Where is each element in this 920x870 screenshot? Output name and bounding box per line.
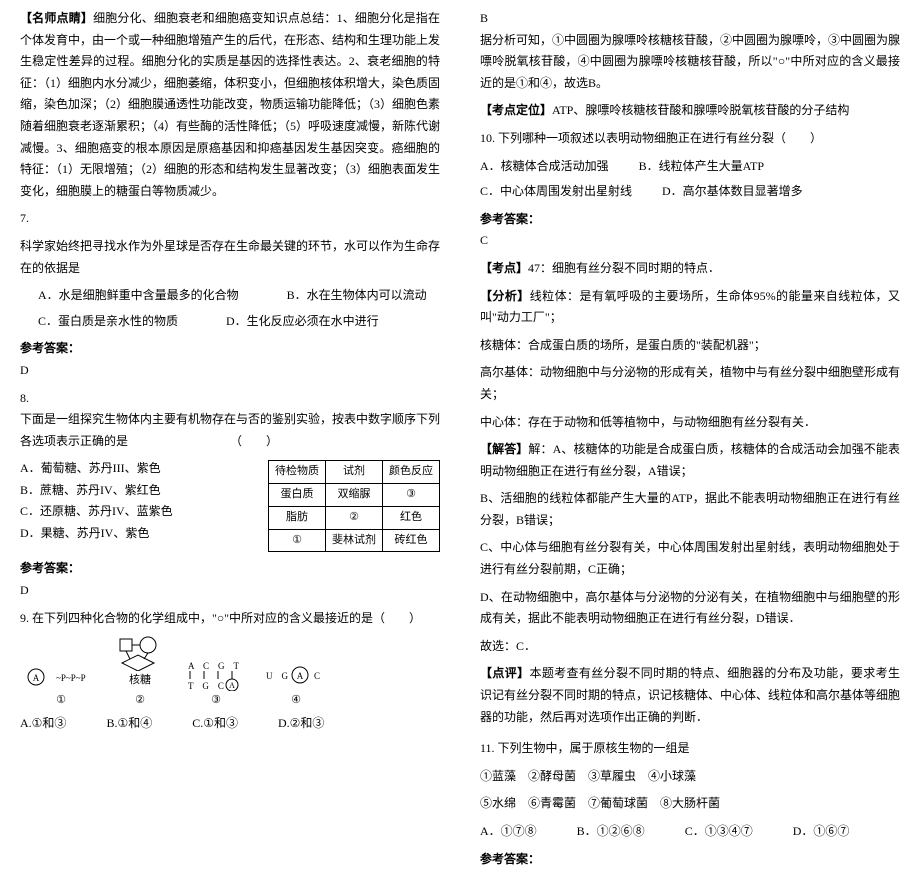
q10-opt-a: A．核糖体合成活动加强	[480, 156, 609, 178]
svg-text:A C G T: A C G T	[188, 661, 240, 671]
answer-label: 参考答案：	[20, 558, 440, 580]
q11-options: A．①⑦⑧ B．①②⑥⑧ C．①③④⑦ D．①⑥⑦	[480, 821, 900, 843]
q10-fenxi4: 中心体：存在于动物和低等植物中，与动物细胞有丝分裂有关．	[480, 412, 900, 434]
q10-jieda-d: D、在动物细胞中，高尔基体与分泌物的分泌有关，在植物细胞中与细胞壁的形成有关，据…	[480, 587, 900, 630]
q7-opt-a: A．水是细胞鲜重中含量最多的化合物	[20, 285, 239, 307]
q8-table: 待检物质试剂颜色反应 蛋白质双缩脲③ 脂肪②红色 ①斐林试剂砖红色	[268, 460, 440, 552]
tip-label: 【名师点睛】	[20, 11, 93, 25]
svg-text:T G C: T G C	[188, 681, 224, 691]
q10-row2: C．中心体周围发射出星射线 D．高尔基体数目显著增多	[480, 181, 900, 203]
q10-jieda-a: 【解答】解：A、核糖体的功能是合成蛋白质，核糖体的合成活动会加强不能表明动物细胞…	[480, 439, 900, 482]
q11-opt-a: A．①⑦⑧	[480, 821, 537, 843]
q11-items2: ⑤水绵 ⑥青霉菌 ⑦葡萄球菌 ⑧大肠杆菌	[480, 793, 900, 815]
q10-fenxi3: 高尔基体：动物细胞中与分泌物的形成有关，植物中与有丝分裂中细胞壁形成有关；	[480, 362, 900, 405]
answer-label: 参考答案：	[480, 849, 900, 870]
tip-paragraph: 【名师点睛】细胞分化、细胞衰老和细胞癌变知识点总结：1、细胞分化是指在个体发育中…	[20, 8, 440, 202]
q9-guess: B	[480, 8, 900, 30]
q11-stem: 11. 下列生物中，属于原核生物的一组是	[480, 738, 900, 760]
q9-opt-b: B.①和④	[106, 713, 152, 735]
q7-options: A．水是细胞鲜重中含量最多的化合物 B．水在生物体内可以流动 C．蛋白质是亲水性…	[20, 285, 440, 332]
q10-stem: 10. 下列哪种一项叙述以表明动物细胞正在进行有丝分裂（ ）	[480, 128, 900, 150]
q10-fenxi: 【分析】线粒体：是有氧呼吸的主要场所，生命体95%的能量来自线粒体，又叫"动力工…	[480, 286, 900, 329]
svg-text:A: A	[33, 673, 40, 683]
q7-number: 7.	[20, 208, 440, 230]
q9-diagrams: A~P~P~P ① 核糖② A C G TT G CA ③ U GAC ④	[26, 635, 440, 711]
q8-stem: 下面是一组探究生物体内主要有机物存在与否的鉴别实验，按表中数字顺序下列各选项表示…	[20, 409, 440, 452]
q8-opt-c: C．还原糖、苏丹IV、蓝紫色	[20, 501, 258, 523]
q9-kaodian: 【考点定位】ATP、腺嘌呤核糖核苷酸和腺嘌呤脱氧核苷酸的分子结构	[480, 100, 900, 122]
q11-opt-c: C．①③④⑦	[685, 821, 753, 843]
q10-jieda-b: B、活细胞的线粒体都能产生大量的ATP，据此不能表明动物细胞正在进行有丝分裂，B…	[480, 488, 900, 531]
svg-text:~P~P~P: ~P~P~P	[56, 673, 86, 683]
svg-text:A: A	[297, 671, 304, 681]
q10-jieda-c: C、中心体与细胞有丝分裂有关，中心体周围发射出星射线，表明动物细胞处于进行有丝分…	[480, 537, 900, 580]
diagram-1: A~P~P~P ①	[26, 663, 96, 711]
q10-dianping: 【点评】本题考查有丝分裂不同时期的特点、细胞器的分布及功能，要求考生识记有丝分裂…	[480, 663, 900, 728]
q7-stem: 科学家始终把寻找水作为外星球是否存在生命最关键的环节，水可以作为生命存在的依据是	[20, 236, 440, 279]
q9-stem: 9. 在下列四种化合物的化学组成中，"○"中所对应的含义最接近的是（ ）	[20, 608, 440, 630]
q8-number: 8.	[20, 388, 440, 410]
q9-opt-d: D.②和③	[278, 713, 324, 735]
tip-text: 细胞分化、细胞衰老和细胞癌变知识点总结：1、细胞分化是指在个体发育中，由一个或一…	[20, 11, 440, 198]
q9-opt-c: C.①和③	[192, 713, 238, 735]
q8-opt-b: B．蔗糖、苏丹IV、紫红色	[20, 480, 258, 502]
q9-options: A.①和③ B.①和④ C.①和③ D.②和③	[20, 713, 440, 735]
q8-answer: D	[20, 580, 440, 602]
answer-label: 参考答案：	[20, 338, 440, 360]
q10-row1: A．核糖体合成活动加强 B．线粒体产生大量ATP	[480, 156, 900, 178]
q10-kaodian: 【考点】47：细胞有丝分裂不同时期的特点．	[480, 258, 900, 280]
q7-opt-c: C．蛋白质是亲水性的物质	[20, 311, 178, 333]
q7-answer: D	[20, 360, 440, 382]
svg-text:U G: U G	[266, 671, 288, 681]
q11-items1: ①蓝藻 ②酵母菌 ③草履虫 ④小球藻	[480, 766, 900, 788]
q8-opt-a: A．葡萄糖、苏丹III、紫色	[20, 458, 258, 480]
q9-analysis: 据分析可知，①中圆圈为腺嘌呤核糖核苷酸，②中圆圈为腺嘌呤，③中圆圈为腺嘌呤脱氧核…	[480, 30, 900, 95]
q7-opt-d: D．生化反应必须在水中进行	[208, 311, 379, 333]
q7-opt-b: B．水在生物体内可以流动	[269, 285, 427, 307]
q10-fenxi2: 核糖体：合成蛋白质的场所，是蛋白质的"装配机器"；	[480, 335, 900, 357]
q8-opt-d: D．果糖、苏丹IV、紫色	[20, 523, 258, 545]
answer-label: 参考答案：	[480, 209, 900, 231]
q8-body: A．葡萄糖、苏丹III、紫色 B．蔗糖、苏丹IV、紫红色 C．还原糖、苏丹IV、…	[20, 458, 440, 552]
diagram-2: 核糖②	[112, 635, 168, 711]
q10-answer: C	[480, 230, 900, 252]
svg-text:A: A	[229, 681, 235, 690]
q10-opt-c: C．中心体周围发射出星射线	[480, 181, 632, 203]
q10-jieda-end: 故选：C．	[480, 636, 900, 658]
svg-text:C: C	[314, 671, 320, 681]
diagram-3: A C G TT G CA ③	[184, 657, 248, 711]
q10-opt-d: D．高尔基体数目显著增多	[662, 181, 803, 203]
q10-opt-b: B．线粒体产生大量ATP	[639, 156, 764, 178]
q11-opt-d: D．①⑥⑦	[793, 821, 850, 843]
q11-opt-b: B．①②⑥⑧	[577, 821, 645, 843]
q9-opt-a: A.①和③	[20, 713, 66, 735]
diagram-4: U GAC ④	[264, 663, 328, 711]
